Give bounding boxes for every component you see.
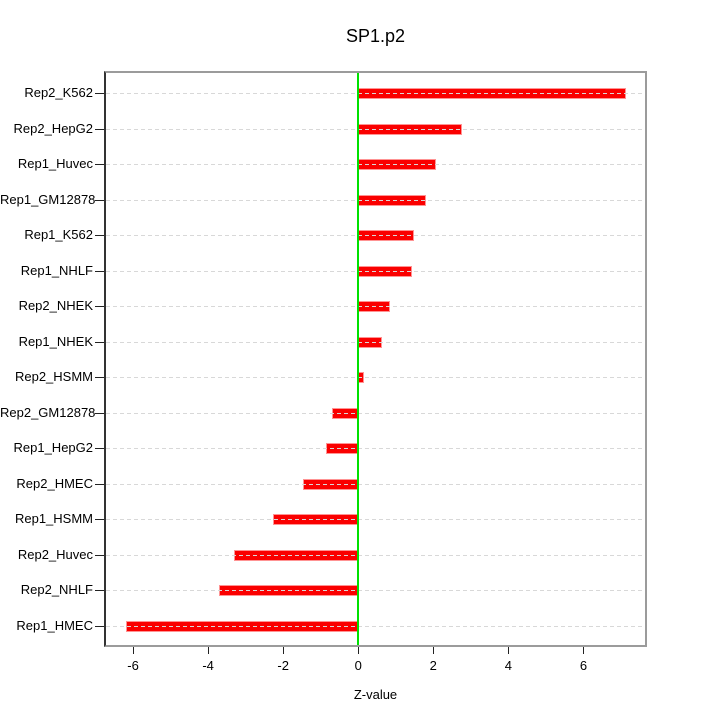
y-tick-label: Rep2_Huvec xyxy=(17,546,93,562)
x-tick-label: -2 xyxy=(277,658,289,673)
zero-line xyxy=(357,73,360,645)
y-tick xyxy=(95,519,104,521)
y-tick xyxy=(95,270,104,272)
y-tick-label: Rep2_K562 xyxy=(24,85,93,100)
y-tick-label: Rep1_NHLF xyxy=(20,262,93,278)
x-tick-label: 0 xyxy=(354,658,362,673)
y-tick xyxy=(95,377,104,379)
x-tick xyxy=(133,647,135,654)
y-tick xyxy=(95,590,104,592)
gridline xyxy=(106,448,645,450)
y-tick-label: Rep1_HSMM xyxy=(14,511,93,527)
y-tick xyxy=(95,448,104,450)
x-tick-label: 6 xyxy=(579,658,588,673)
gridline xyxy=(106,483,645,485)
y-tick xyxy=(95,626,104,627)
y-tick-label: Rep2_GM12878 xyxy=(0,404,96,420)
gridline xyxy=(106,270,645,272)
y-tick xyxy=(95,554,104,556)
y-tick-label: Rep1_K562 xyxy=(24,227,93,243)
x-tick-label: -6 xyxy=(127,658,139,673)
gridline xyxy=(106,93,645,94)
y-tick xyxy=(95,235,104,237)
x-tick xyxy=(208,647,210,654)
x-tick-label: -4 xyxy=(202,658,214,673)
y-tick xyxy=(95,199,104,201)
x-tick xyxy=(283,647,285,654)
y-tick-label: Rep1_NHEK xyxy=(18,333,93,349)
y-tick-label: Rep1_HepG2 xyxy=(13,440,94,456)
x-tick xyxy=(358,647,360,654)
y-tick xyxy=(95,483,104,485)
gridline xyxy=(106,377,645,379)
gridline xyxy=(106,164,645,166)
gridline xyxy=(106,519,645,521)
y-tick xyxy=(95,306,104,308)
gridline xyxy=(106,341,645,343)
gridline xyxy=(106,626,645,627)
gridline xyxy=(106,554,645,556)
x-tick xyxy=(433,647,435,654)
y-tick xyxy=(95,164,104,166)
x-tick xyxy=(583,647,585,654)
y-tick-label: Rep2_NHLF xyxy=(20,582,93,598)
gridline xyxy=(106,590,645,592)
chart-title: SP1.p2 xyxy=(345,26,406,46)
x-tick xyxy=(508,647,510,654)
y-tick-label: Rep2_HMEC xyxy=(16,475,93,491)
y-tick xyxy=(95,93,104,94)
plot-area xyxy=(104,71,647,647)
y-tick-label: Rep2_HSMM xyxy=(14,369,93,385)
x-axis-title: Z-value xyxy=(353,687,398,702)
y-tick-label: Rep2_NHEK xyxy=(18,298,93,314)
y-tick xyxy=(95,128,104,130)
y-tick xyxy=(95,412,104,414)
y-tick-label: Rep1_HMEC xyxy=(16,618,93,633)
y-tick-label: Rep1_GM12878 xyxy=(0,191,96,207)
gridline xyxy=(106,199,645,201)
gridline xyxy=(106,128,645,130)
y-tick-label: Rep1_Huvec xyxy=(17,156,93,172)
x-tick-label: 4 xyxy=(504,658,512,673)
gridline xyxy=(106,235,645,237)
y-tick-label: Rep2_HepG2 xyxy=(13,120,94,136)
x-tick-label: 2 xyxy=(429,658,437,673)
gridline xyxy=(106,306,645,308)
y-tick xyxy=(95,341,104,343)
gridline xyxy=(106,412,645,414)
